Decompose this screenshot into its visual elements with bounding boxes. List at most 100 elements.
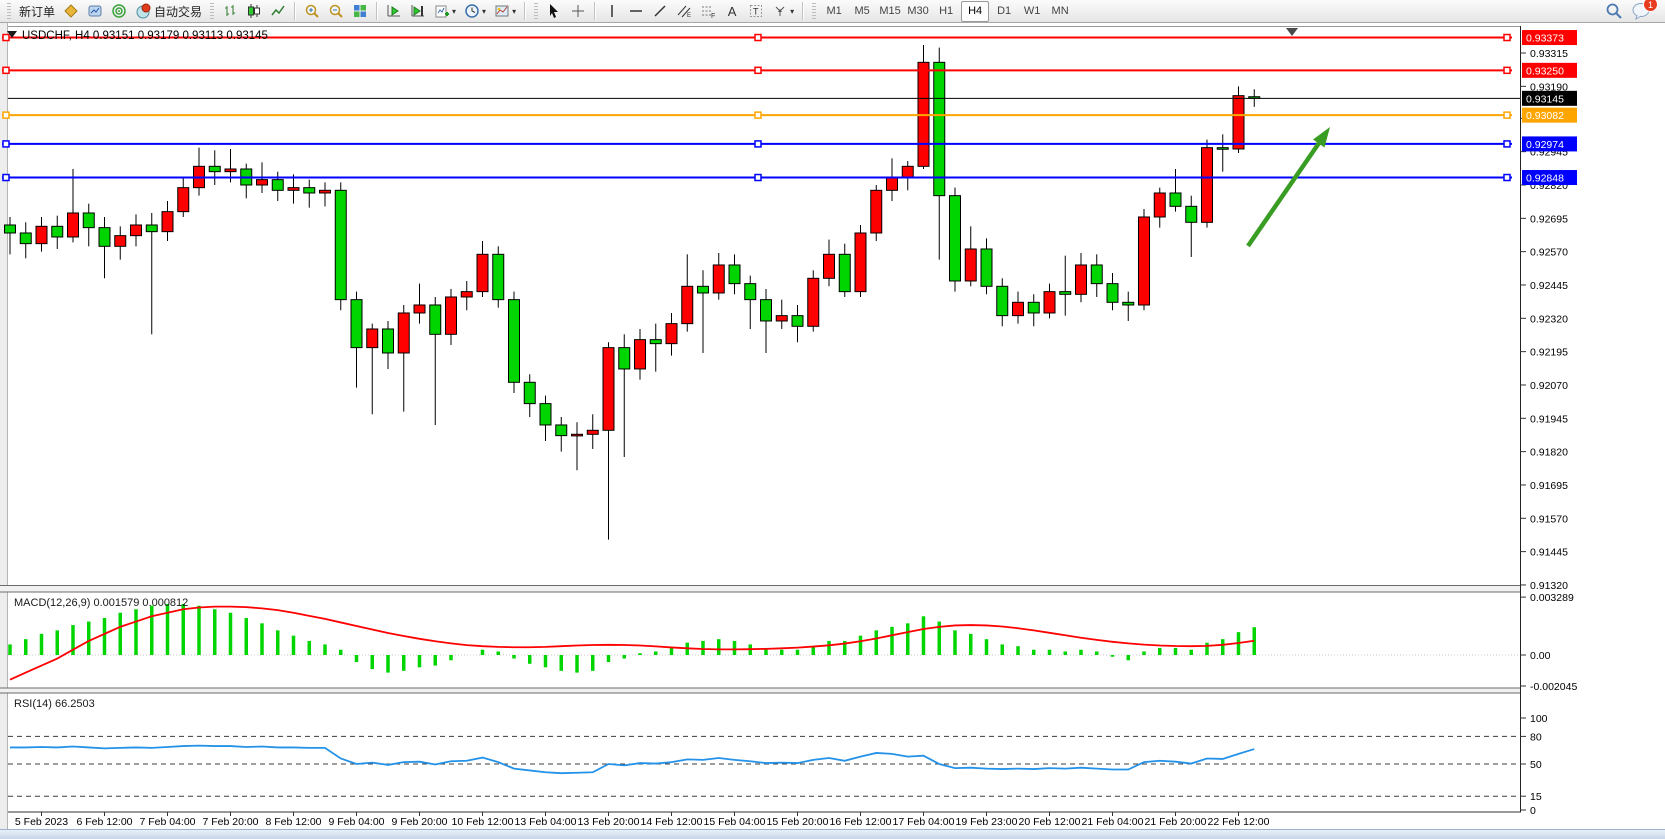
candle-body xyxy=(870,189,883,234)
price-tick-label: 0.93315 xyxy=(1530,48,1568,60)
search-icon[interactable] xyxy=(1605,2,1623,20)
candle-body xyxy=(1090,264,1103,285)
candle-body xyxy=(476,253,489,293)
toolbar-drag-handle[interactable] xyxy=(7,3,11,19)
time-tick-label: 9 Feb 04:00 xyxy=(328,816,384,828)
fibonacci-icon: F xyxy=(702,6,715,19)
candle-body xyxy=(838,253,851,293)
timeframe-button-M1[interactable]: M1 xyxy=(826,5,842,17)
data-window-button[interactable] xyxy=(84,1,106,21)
candle-body xyxy=(271,179,284,191)
timeframe-button-M30[interactable]: M30 xyxy=(907,5,929,17)
timeframe-button-D1[interactable]: D1 xyxy=(997,5,1012,17)
vertical-line-tool-button[interactable] xyxy=(601,1,623,21)
time-tick-label: 7 Feb 20:00 xyxy=(202,816,258,828)
candle-body xyxy=(334,189,347,301)
level-anchor[interactable] xyxy=(754,33,762,42)
toolbar-drag-handle[interactable] xyxy=(210,3,215,19)
signals-button[interactable] xyxy=(108,1,130,21)
chart-title: USDCHF, H4 0.93151 0.93179 0.93113 0.931… xyxy=(22,30,268,42)
time-tick-label: 21 Feb 04:00 xyxy=(1082,816,1144,828)
timeframe-button-M5[interactable]: M5 xyxy=(854,5,870,17)
timeframe-button-H4[interactable]: H4 xyxy=(961,0,990,22)
level-anchor[interactable] xyxy=(2,111,10,119)
status-bar xyxy=(0,829,1665,839)
level-anchor[interactable] xyxy=(2,173,10,182)
timeframe-button-MN[interactable]: MN xyxy=(1051,5,1069,17)
candle-body xyxy=(854,232,867,293)
cursor-tool-button[interactable] xyxy=(543,1,565,21)
fibonacci-tool-button[interactable]: F xyxy=(697,1,719,21)
tile-windows-button[interactable] xyxy=(349,1,371,21)
candle-body xyxy=(1153,192,1166,218)
time-tick-label: 9 Feb 20:00 xyxy=(391,816,447,828)
candle-body xyxy=(964,248,977,282)
trend-arrow-line[interactable] xyxy=(1246,141,1321,248)
level-badge-label: 0.92848 xyxy=(1526,173,1564,185)
time-tick-label: 8 Feb 12:00 xyxy=(265,816,321,828)
new-order-button[interactable]: 新订单 xyxy=(16,1,58,21)
horizontal-line-tool-button[interactable] xyxy=(625,1,647,21)
level-anchor[interactable] xyxy=(2,66,10,75)
toolbar-drag-handle[interactable] xyxy=(534,3,539,19)
candle-body xyxy=(602,347,615,431)
timeframe-button-H1[interactable]: H1 xyxy=(939,5,954,17)
auto-scroll-button[interactable] xyxy=(383,1,405,21)
level-anchor[interactable] xyxy=(1503,33,1511,42)
level-anchor[interactable] xyxy=(1503,173,1511,182)
panel-splitter[interactable] xyxy=(0,585,1665,593)
level-anchor[interactable] xyxy=(1503,66,1511,75)
label-tool-button[interactable]: T xyxy=(745,1,767,21)
text-tool-button[interactable]: A xyxy=(721,1,743,21)
level-anchor[interactable] xyxy=(2,140,10,148)
chart-shift-marker[interactable] xyxy=(1286,28,1298,36)
notifications-button[interactable]: 1 xyxy=(1631,0,1658,20)
auto-trading-button[interactable]: 自动交易 xyxy=(132,1,205,21)
panel-splitter[interactable] xyxy=(0,688,1665,693)
timeframe-button-M15[interactable]: M15 xyxy=(879,5,901,17)
candlestick-icon xyxy=(248,4,261,18)
candle-body xyxy=(1043,291,1056,314)
symbol-menu-icon[interactable] xyxy=(7,31,17,38)
equidistant-channel-tool-button[interactable]: E xyxy=(673,1,695,21)
timeframe-button-W1[interactable]: W1 xyxy=(1023,5,1041,17)
zoom-in-button[interactable] xyxy=(301,1,323,21)
candle-body xyxy=(382,328,394,354)
line-chart-mode-button[interactable] xyxy=(267,1,289,21)
add-indicator-button[interactable]: ▾ xyxy=(431,1,459,21)
level-anchor[interactable] xyxy=(1503,140,1511,148)
market-watch-button[interactable] xyxy=(60,1,82,21)
level-anchor[interactable] xyxy=(2,33,10,42)
candle-body xyxy=(208,165,221,173)
bar-chart-mode-button[interactable] xyxy=(219,1,241,21)
rsi-tick-label: 50 xyxy=(1530,759,1542,771)
candle-body xyxy=(618,347,631,370)
candle-body xyxy=(1216,147,1229,150)
price-tick-label: 0.91820 xyxy=(1530,447,1568,459)
chart-shift-button[interactable] xyxy=(407,1,429,21)
level-anchor[interactable] xyxy=(754,66,762,75)
candle-body xyxy=(303,187,316,194)
candle-body xyxy=(224,168,237,173)
zoom-out-button[interactable] xyxy=(325,1,347,21)
level-anchor[interactable] xyxy=(1503,111,1511,119)
level-anchor[interactable] xyxy=(754,140,762,148)
level-anchor[interactable] xyxy=(754,173,762,182)
arrows-tool-button[interactable]: ▾ xyxy=(769,1,797,21)
trend-arrow-head[interactable] xyxy=(1313,127,1330,148)
level-anchor[interactable] xyxy=(754,111,762,119)
crosshair-tool-button[interactable] xyxy=(567,1,589,21)
cursor-icon xyxy=(550,4,559,18)
candle-body xyxy=(744,283,757,301)
trendline-tool-button[interactable] xyxy=(649,1,671,21)
template-menu-button[interactable]: ▾ xyxy=(491,1,519,21)
period-menu-button[interactable]: ▾ xyxy=(461,1,489,21)
candle-body xyxy=(791,315,804,327)
candle-body xyxy=(949,195,961,282)
add-indicator-icon xyxy=(435,5,450,18)
candlestick-mode-button[interactable] xyxy=(243,1,265,21)
toolbar-drag-handle[interactable] xyxy=(812,3,817,19)
price-tick-label: 0.91695 xyxy=(1530,480,1568,492)
level-badge-label: 0.93082 xyxy=(1526,110,1564,122)
